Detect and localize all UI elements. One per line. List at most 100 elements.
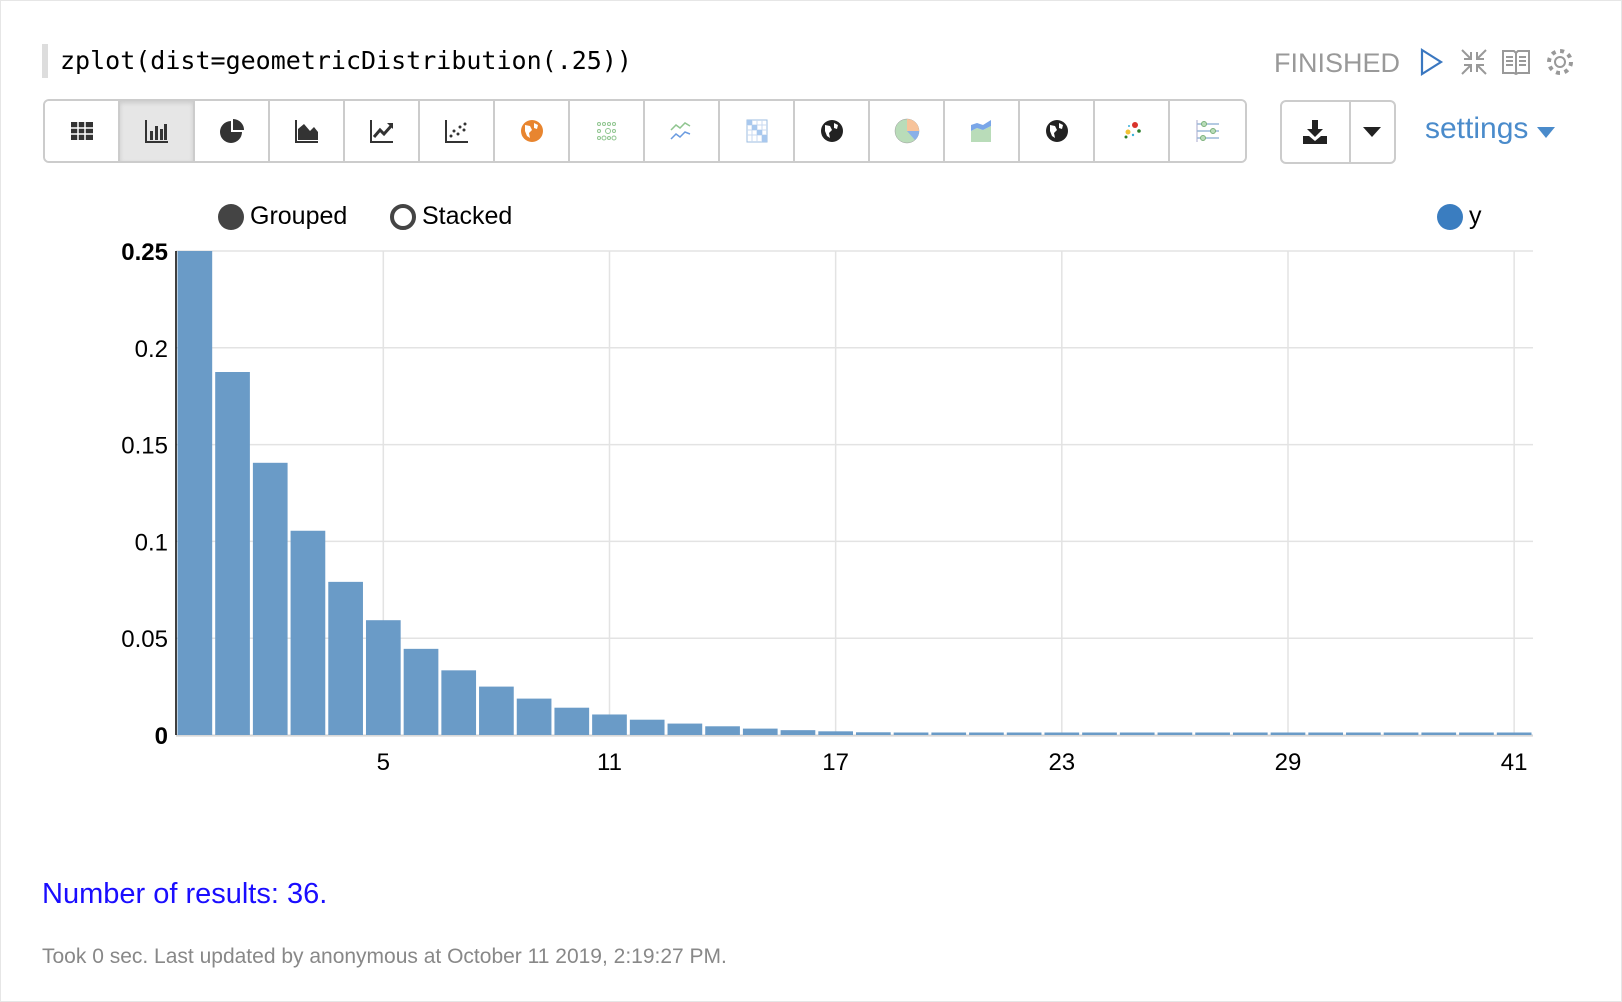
bar: [1232, 732, 1268, 735]
chart-type-button-scatter-chart[interactable]: [420, 101, 495, 161]
bar: [856, 732, 891, 735]
bar: [629, 719, 665, 735]
line-chart-icon: [369, 120, 393, 143]
chart-type-button-bubble[interactable]: [1095, 101, 1170, 161]
x-tick-label: 29: [1275, 749, 1302, 776]
bar: [328, 581, 363, 735]
pie-color-icon: [894, 118, 919, 144]
download-group: [1280, 100, 1396, 164]
y-tick-label: 0.15: [121, 433, 168, 460]
chart-type-button-area-chart[interactable]: [270, 101, 345, 161]
bar: [1044, 732, 1080, 735]
dot-grid-icon: [596, 122, 616, 141]
chart-type-button-heatmap[interactable]: [720, 101, 795, 161]
chart-type-button-line-chart[interactable]: [345, 101, 420, 161]
x-tick-label: 5: [377, 749, 390, 776]
x-tick-label: 11: [597, 749, 622, 776]
x-tick-label: 41: [1501, 749, 1528, 776]
chart-type-button-bar-chart[interactable]: [120, 101, 195, 161]
heatmap-icon: [746, 119, 767, 143]
gear-icon[interactable]: [1544, 46, 1576, 78]
radio-checked-icon: [218, 203, 244, 230]
bubble-icon: [1124, 122, 1141, 139]
play-icon[interactable]: [1414, 46, 1446, 78]
stacked-label: Stacked: [422, 202, 513, 230]
multi-line-icon: [669, 122, 690, 140]
radio-unchecked-icon: [390, 203, 416, 230]
area-chart-icon: [294, 120, 318, 143]
chart-type-toolbar: [43, 99, 1247, 163]
bar: [1119, 732, 1155, 735]
chart-type-button-dot-grid[interactable]: [570, 101, 645, 161]
download-icon: [1303, 120, 1328, 144]
bar: [592, 714, 627, 735]
chart-type-button-pie-chart[interactable]: [195, 101, 270, 161]
stacked-radio[interactable]: Stacked: [390, 202, 512, 231]
grouped-radio[interactable]: Grouped: [218, 202, 347, 231]
bar: [1157, 732, 1193, 735]
bar: [1006, 732, 1042, 735]
x-tick-label: 23: [1048, 749, 1075, 776]
chart-type-button-table[interactable]: [45, 101, 120, 161]
legend-item-y[interactable]: y: [1437, 202, 1482, 231]
chart-type-button-multi-line[interactable]: [645, 101, 720, 161]
bar: [931, 732, 967, 735]
settings-dropdown[interactable]: settings: [1425, 112, 1555, 146]
y-tick-label: 0.2: [135, 336, 168, 363]
table-icon: [70, 122, 93, 140]
bar: [554, 707, 590, 735]
bar: [969, 732, 1004, 735]
scatter-chart-icon: [444, 120, 468, 143]
bar: [479, 686, 514, 735]
bar: [1195, 732, 1230, 735]
bar: [1421, 732, 1457, 735]
bar: [252, 462, 288, 735]
chart-type-button-stacked-area[interactable]: [945, 101, 1020, 161]
bar: [780, 730, 816, 735]
bar: [1383, 732, 1419, 735]
pie-chart-icon: [219, 119, 244, 143]
legend-dot-icon: [1437, 203, 1463, 230]
chart-type-button-pie-color[interactable]: [870, 101, 945, 161]
bar: [441, 670, 477, 735]
globe-dark-icon: [1045, 120, 1068, 142]
slider-lines-icon: [1196, 120, 1219, 142]
bar: [705, 726, 740, 735]
y-tick-label: 0: [155, 723, 168, 750]
stacked-area-icon: [970, 120, 991, 142]
caret-down-icon: [1363, 127, 1382, 137]
legend-label: y: [1469, 202, 1482, 230]
download-dropdown-button[interactable]: [1351, 102, 1394, 162]
collapse-icon[interactable]: [1458, 46, 1490, 78]
bar-chart-icon: [144, 120, 168, 143]
footer-status: Took 0 sec. Last updated by anonymous at…: [42, 945, 727, 968]
chart-type-button-globe-orange[interactable]: [495, 101, 570, 161]
bar: [1082, 732, 1117, 735]
bar: [1308, 732, 1344, 735]
bar: [177, 251, 213, 735]
code-editor[interactable]: zplot(dist=geometricDistribution(.25)): [42, 44, 632, 78]
globe-orange-icon: [520, 120, 543, 142]
bar: [365, 620, 401, 735]
bar: [1270, 732, 1306, 735]
y-tick-label: 0.1: [135, 529, 168, 556]
bar: [1496, 732, 1532, 735]
bar: [818, 731, 853, 735]
y-tick-label: 0.25: [121, 239, 168, 266]
bar: [1459, 732, 1494, 735]
book-icon[interactable]: [1500, 46, 1532, 78]
chart-type-button-globe-dark[interactable]: [1020, 101, 1095, 161]
grouped-label: Grouped: [250, 202, 348, 230]
download-button[interactable]: [1282, 102, 1351, 162]
bar: [290, 530, 326, 735]
globe-icon: [820, 120, 843, 142]
bar: [215, 372, 250, 735]
x-tick-label: 17: [822, 749, 849, 776]
status-label: FINISHED: [1274, 48, 1401, 78]
bar: [742, 728, 778, 735]
bar: [516, 698, 552, 735]
chart-type-button-globe[interactable]: [795, 101, 870, 161]
y-tick-label: 0.05: [121, 626, 168, 653]
bar: [403, 648, 439, 735]
chart-type-button-slider-lines[interactable]: [1170, 101, 1245, 161]
